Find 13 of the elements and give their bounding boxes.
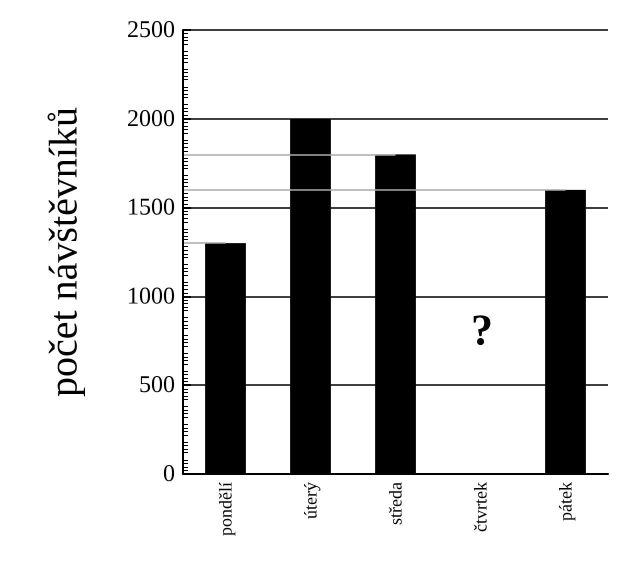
x-tick-label: středa <box>386 482 406 525</box>
y-tick-label: 500 <box>139 372 175 398</box>
x-tick-label: úterý <box>300 482 320 519</box>
y-tick-label: 0 <box>163 461 175 487</box>
x-tick-label: čtvrtek <box>470 482 490 532</box>
y-tick-label: 2500 <box>127 17 175 43</box>
y-axis-title: počet návštěvníků <box>40 107 86 397</box>
x-tick-label: pondělí <box>216 482 236 536</box>
y-tick-label: 1500 <box>127 194 175 221</box>
x-tick-label: pátek <box>556 482 576 521</box>
annotation: ? <box>471 306 493 354</box>
y-tick-label: 2000 <box>127 106 175 132</box>
y-tick-label: 1000 <box>127 283 175 310</box>
